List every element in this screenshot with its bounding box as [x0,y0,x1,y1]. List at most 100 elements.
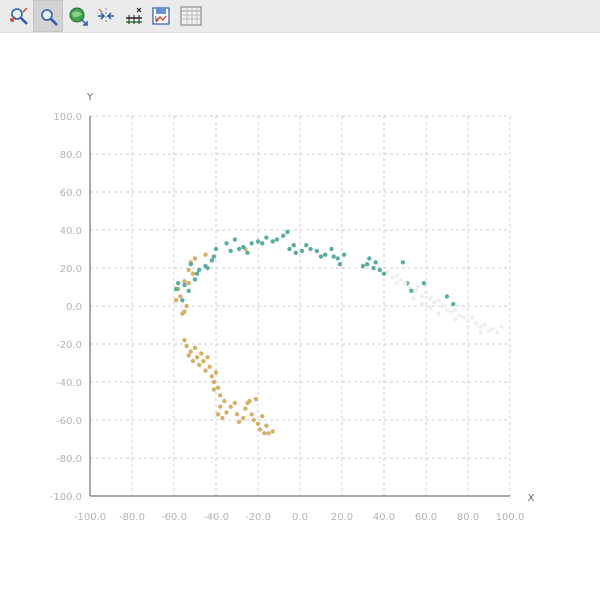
data-point [211,254,217,259]
data-point [495,330,500,335]
data-point [371,265,376,271]
save-image-icon: k [152,7,170,25]
axis-scale-button[interactable] [122,4,146,28]
x-tick-label: -20.0 [245,512,271,523]
data-point [224,410,229,415]
data-point [182,279,187,284]
data-point [218,404,223,409]
data-point [211,379,217,385]
data-point [457,313,462,318]
data-point [360,263,366,269]
data-point [190,358,196,364]
data-point [203,252,208,257]
data-point [461,315,466,320]
data-point [482,322,487,328]
x-axis-title: X [528,493,535,504]
data-point [308,246,313,252]
data-point [453,317,458,322]
data-point [465,324,471,330]
data-point [299,248,305,254]
data-point [260,241,265,246]
data-point [173,286,179,292]
x-tick-label: 40.0 [373,512,395,523]
data-point [423,290,429,295]
data-point [199,351,204,356]
fit-to-data-icon [98,8,114,24]
data-point [381,271,387,276]
data-point [186,288,191,293]
data-point [215,385,221,390]
data-point [365,262,370,267]
data-point [224,241,229,246]
x-tick-label: -100.0 [74,512,106,523]
data-point [304,243,309,248]
zoom-in-button[interactable] [33,0,63,32]
data-point [274,237,280,242]
data-point [419,301,424,307]
axis-scale-icon [126,7,142,24]
data-point [444,294,450,299]
data-point [436,298,441,303]
zoom-out-icon [10,7,28,25]
data-point [478,330,483,335]
data-point [337,262,343,267]
data-point [253,396,259,402]
y-axis-title: Y [86,92,94,103]
data-point [318,254,324,259]
data-point [264,423,269,428]
pan-button[interactable] [66,4,90,28]
data-point [220,415,225,421]
data-point [421,281,427,286]
series-3 [386,269,504,335]
data-point [184,343,189,349]
data-point [222,398,227,404]
data-point [444,307,450,312]
data-point [182,282,187,288]
data-point [192,256,198,261]
x-tick-label: 60.0 [415,512,437,523]
data-point [413,288,418,293]
zoom-in-icon [41,9,58,26]
data-point [245,250,250,255]
data-point [436,311,441,316]
y-tick-labels: 100.0 80.0 60.0 40.0 20.0 0.0 -20.0 -40.0 -60.0 -… [50,112,82,503]
data-point [291,243,296,248]
data-point [478,324,483,330]
data-point [398,277,403,282]
data-point [205,355,210,360]
data-point [186,267,191,273]
data-point [281,233,286,238]
data-point [451,301,456,307]
data-point [173,298,179,303]
data-table-button[interactable] [178,4,202,28]
data-point [234,412,240,417]
data-point [176,281,181,286]
x-tick-label: 80.0 [457,512,479,523]
data-point [287,246,292,252]
data-point [194,271,200,276]
data-point [432,300,437,305]
data-point [236,246,242,252]
data-point [207,364,212,369]
fit-to-data-button[interactable] [94,4,118,28]
data-point [257,427,263,432]
data-point [270,429,275,434]
y-tick-label: 0.0 [66,302,82,313]
data-point [465,319,471,324]
data-point [262,431,267,436]
data-point [186,281,191,286]
data-point [264,235,269,240]
pan-globe-icon [69,7,88,26]
data-point [270,239,275,244]
zoom-out-button[interactable] [7,4,31,28]
data-table-icon [180,6,202,26]
data-point [228,248,233,254]
save-image-button[interactable]: k [149,4,173,28]
data-point [188,262,193,267]
data-point [194,355,200,360]
data-point [314,248,319,254]
data-point [178,294,183,299]
data-point [232,237,238,242]
data-point [236,419,242,425]
data-point [203,368,208,373]
